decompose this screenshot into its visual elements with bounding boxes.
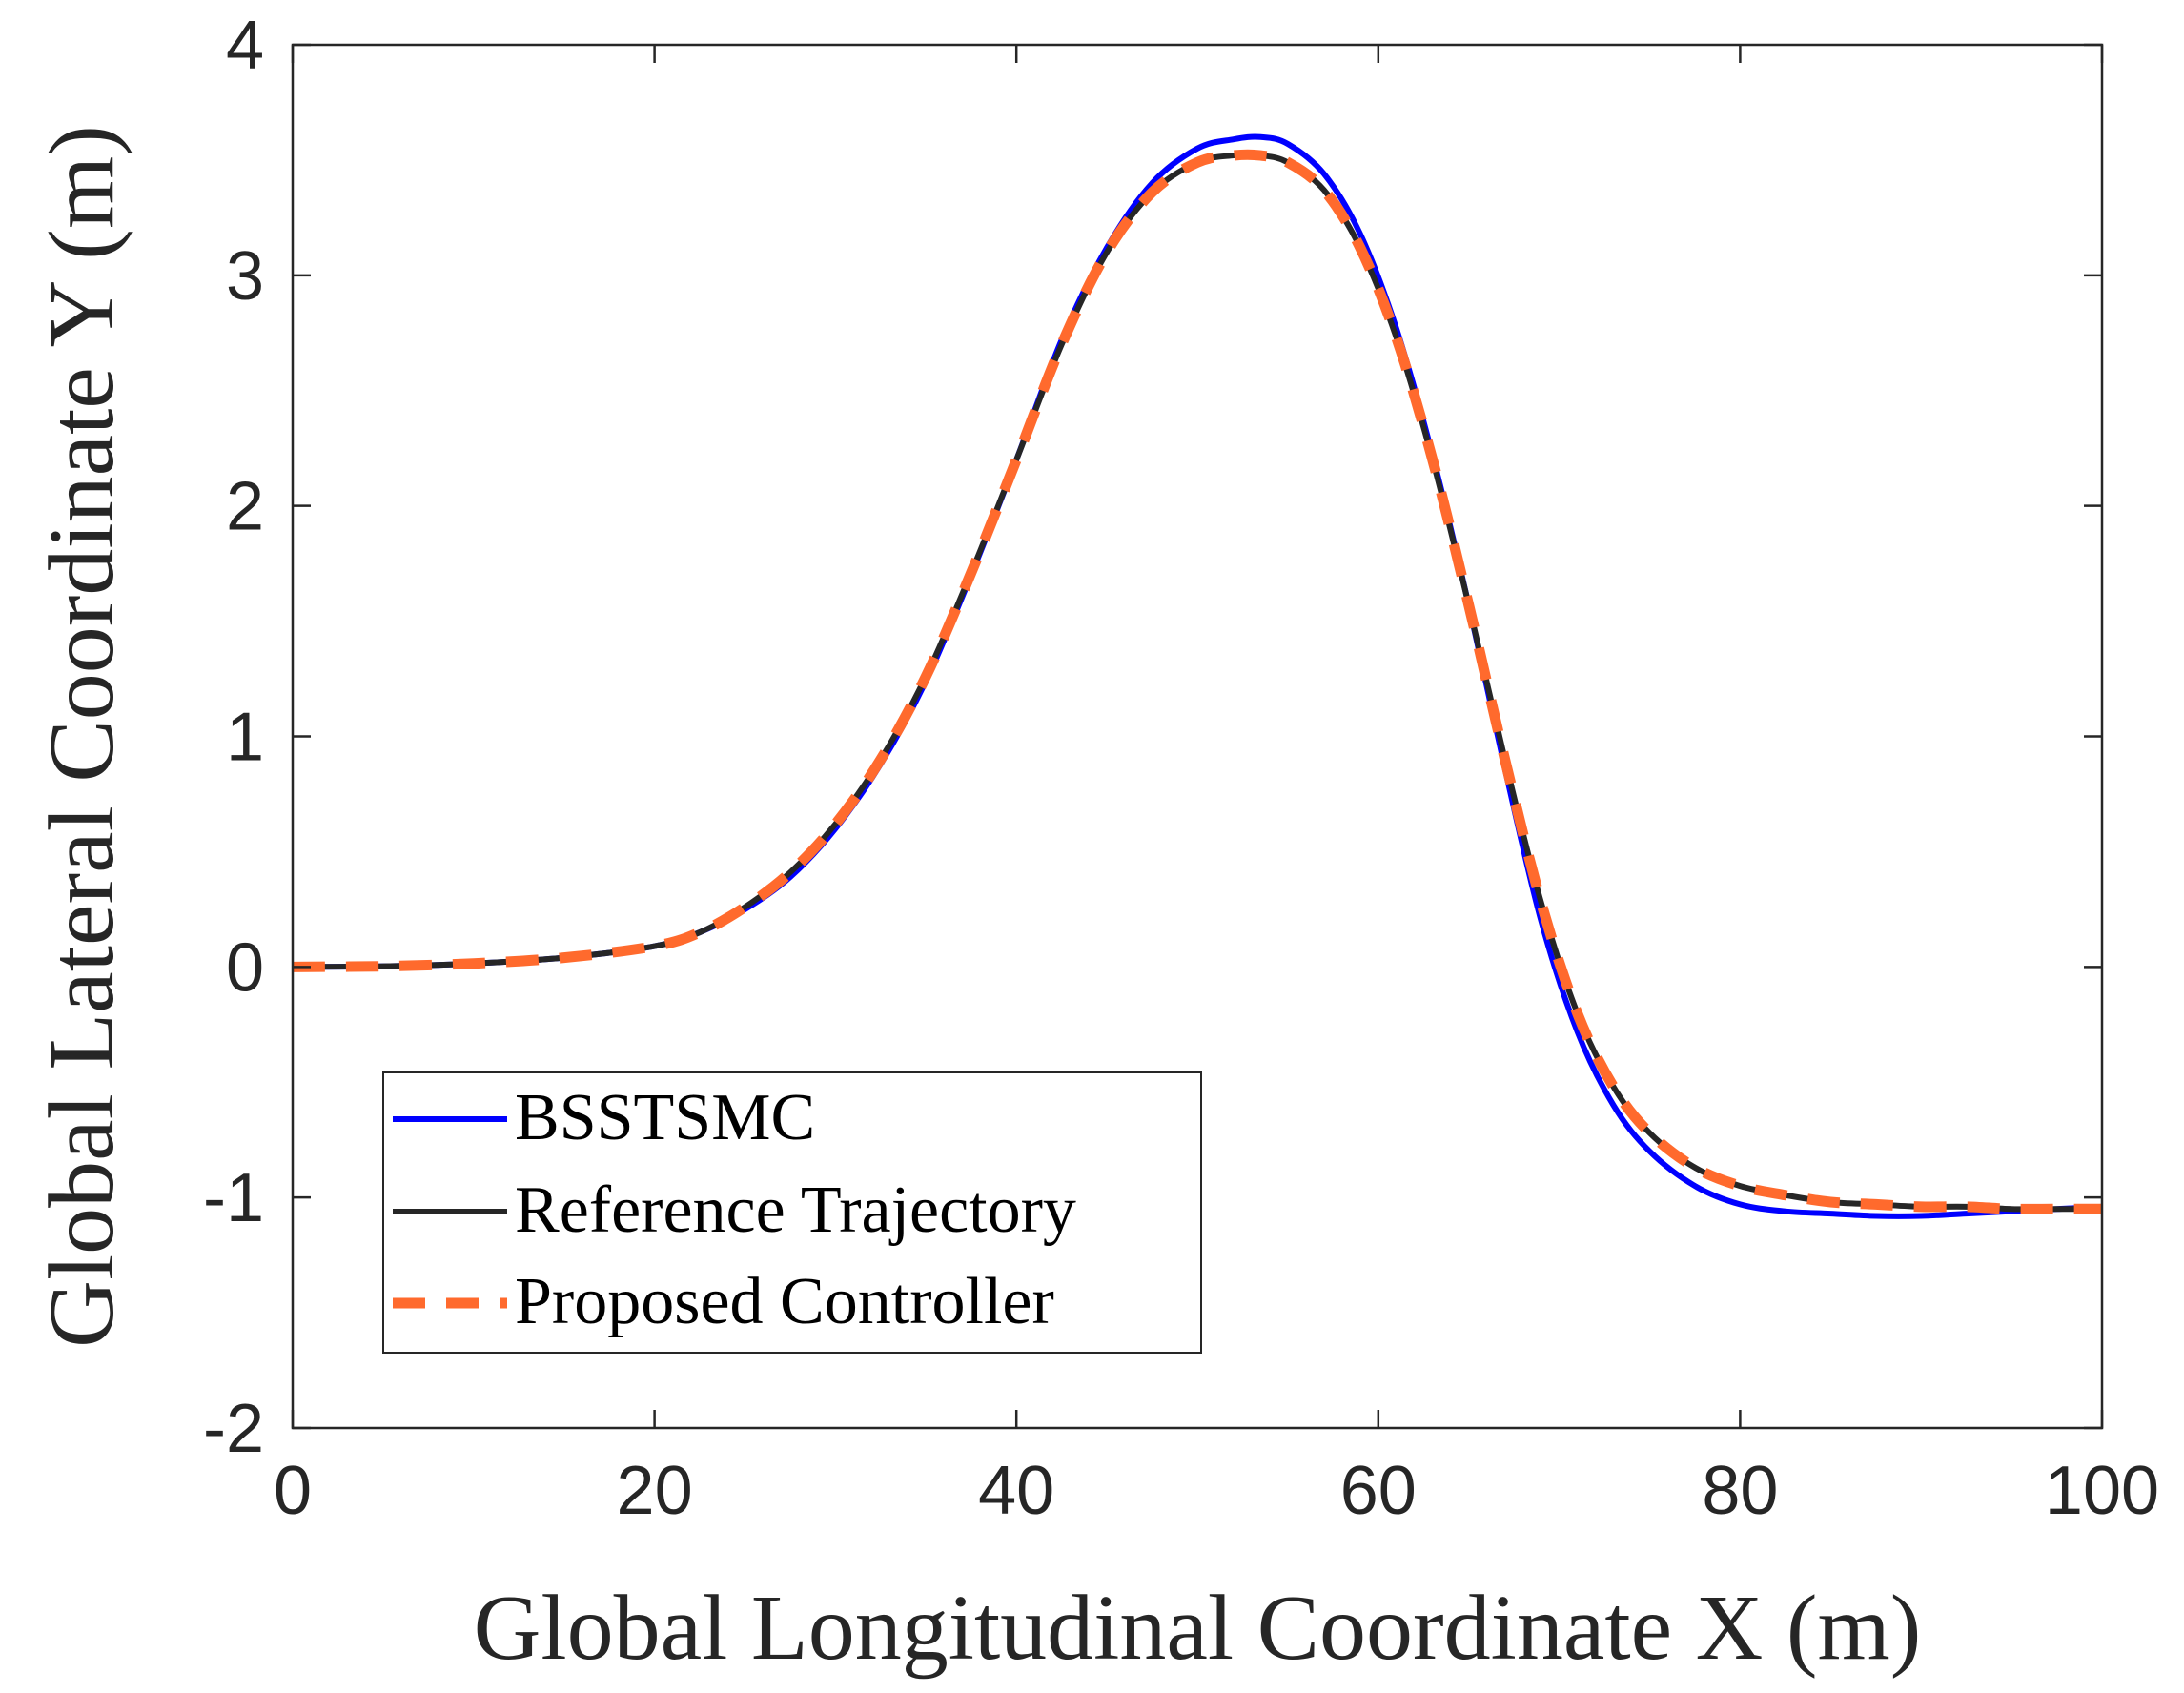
legend-box (382, 1071, 1202, 1354)
y-axis-title: Global Lateral Coordinate Y (m) (31, 125, 133, 1348)
x-tick-label: 20 (617, 1453, 693, 1529)
y-tick-label: 0 (226, 929, 264, 1006)
y-tick-label: 4 (226, 8, 264, 84)
y-tick-label: -1 (203, 1160, 264, 1236)
y-tick-label: 2 (226, 469, 264, 545)
tick-layer: 0 20 40 60 80 100 -2 -1 0 1 2 3 4 (203, 8, 2159, 1529)
y-tick-label: 1 (226, 700, 264, 776)
x-axis-title: Global Longitudinal Coordinate X (m) (474, 1577, 1922, 1680)
legend-label-reference-trajectory: Reference Trajectory (515, 1173, 1076, 1247)
y-tick-label: 3 (226, 238, 264, 315)
y-tick-label: -2 (203, 1391, 264, 1467)
series-layer (292, 133, 2103, 1219)
series-line-proposed-controller (292, 149, 2102, 1214)
x-tick-label: 40 (978, 1453, 1054, 1529)
legend-label-proposed-controller: Proposed Controller (515, 1265, 1054, 1338)
x-tick-label: 0 (274, 1453, 312, 1529)
x-tick-label: 80 (1702, 1453, 1778, 1529)
legend: BSSTSMC Reference Trajectory Proposed Co… (382, 1071, 1202, 1354)
x-tick-label: 60 (1340, 1453, 1417, 1529)
legend-label-bsstsmc: BSSTSMC (515, 1081, 815, 1154)
x-tick-label: 100 (2045, 1453, 2159, 1529)
